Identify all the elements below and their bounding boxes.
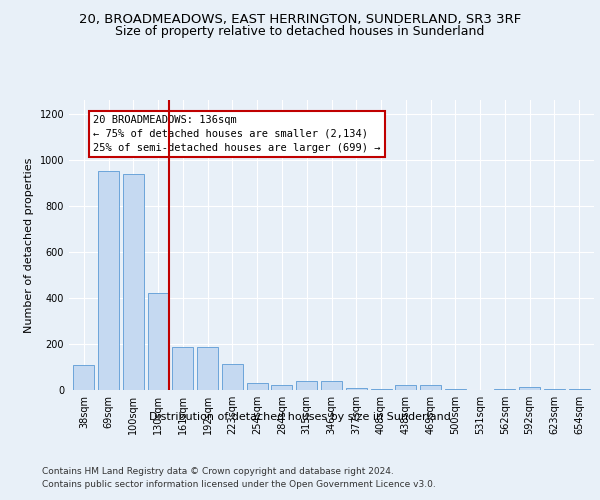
Bar — [420, 386, 441, 390]
Bar — [222, 364, 243, 390]
Bar — [98, 172, 119, 390]
Bar — [271, 386, 292, 390]
Text: 20, BROADMEADOWS, EAST HERRINGTON, SUNDERLAND, SR3 3RF: 20, BROADMEADOWS, EAST HERRINGTON, SUNDE… — [79, 12, 521, 26]
Bar — [346, 388, 367, 390]
Bar — [519, 386, 540, 390]
Bar — [445, 389, 466, 390]
Bar — [494, 389, 515, 390]
Text: Contains public sector information licensed under the Open Government Licence v3: Contains public sector information licen… — [42, 480, 436, 489]
Bar — [371, 389, 392, 390]
Text: Contains HM Land Registry data © Crown copyright and database right 2024.: Contains HM Land Registry data © Crown c… — [42, 468, 394, 476]
Bar — [123, 174, 144, 390]
Bar — [395, 386, 416, 390]
Text: Size of property relative to detached houses in Sunderland: Size of property relative to detached ho… — [115, 25, 485, 38]
Bar — [172, 348, 193, 390]
Bar — [148, 294, 169, 390]
Text: Distribution of detached houses by size in Sunderland: Distribution of detached houses by size … — [149, 412, 451, 422]
Bar — [247, 383, 268, 390]
Y-axis label: Number of detached properties: Number of detached properties — [24, 158, 34, 332]
Text: 20 BROADMEADOWS: 136sqm
← 75% of detached houses are smaller (2,134)
25% of semi: 20 BROADMEADOWS: 136sqm ← 75% of detache… — [93, 115, 381, 153]
Bar — [296, 381, 317, 390]
Bar — [73, 364, 94, 390]
Bar — [321, 381, 342, 390]
Bar — [197, 348, 218, 390]
Bar — [544, 389, 565, 390]
